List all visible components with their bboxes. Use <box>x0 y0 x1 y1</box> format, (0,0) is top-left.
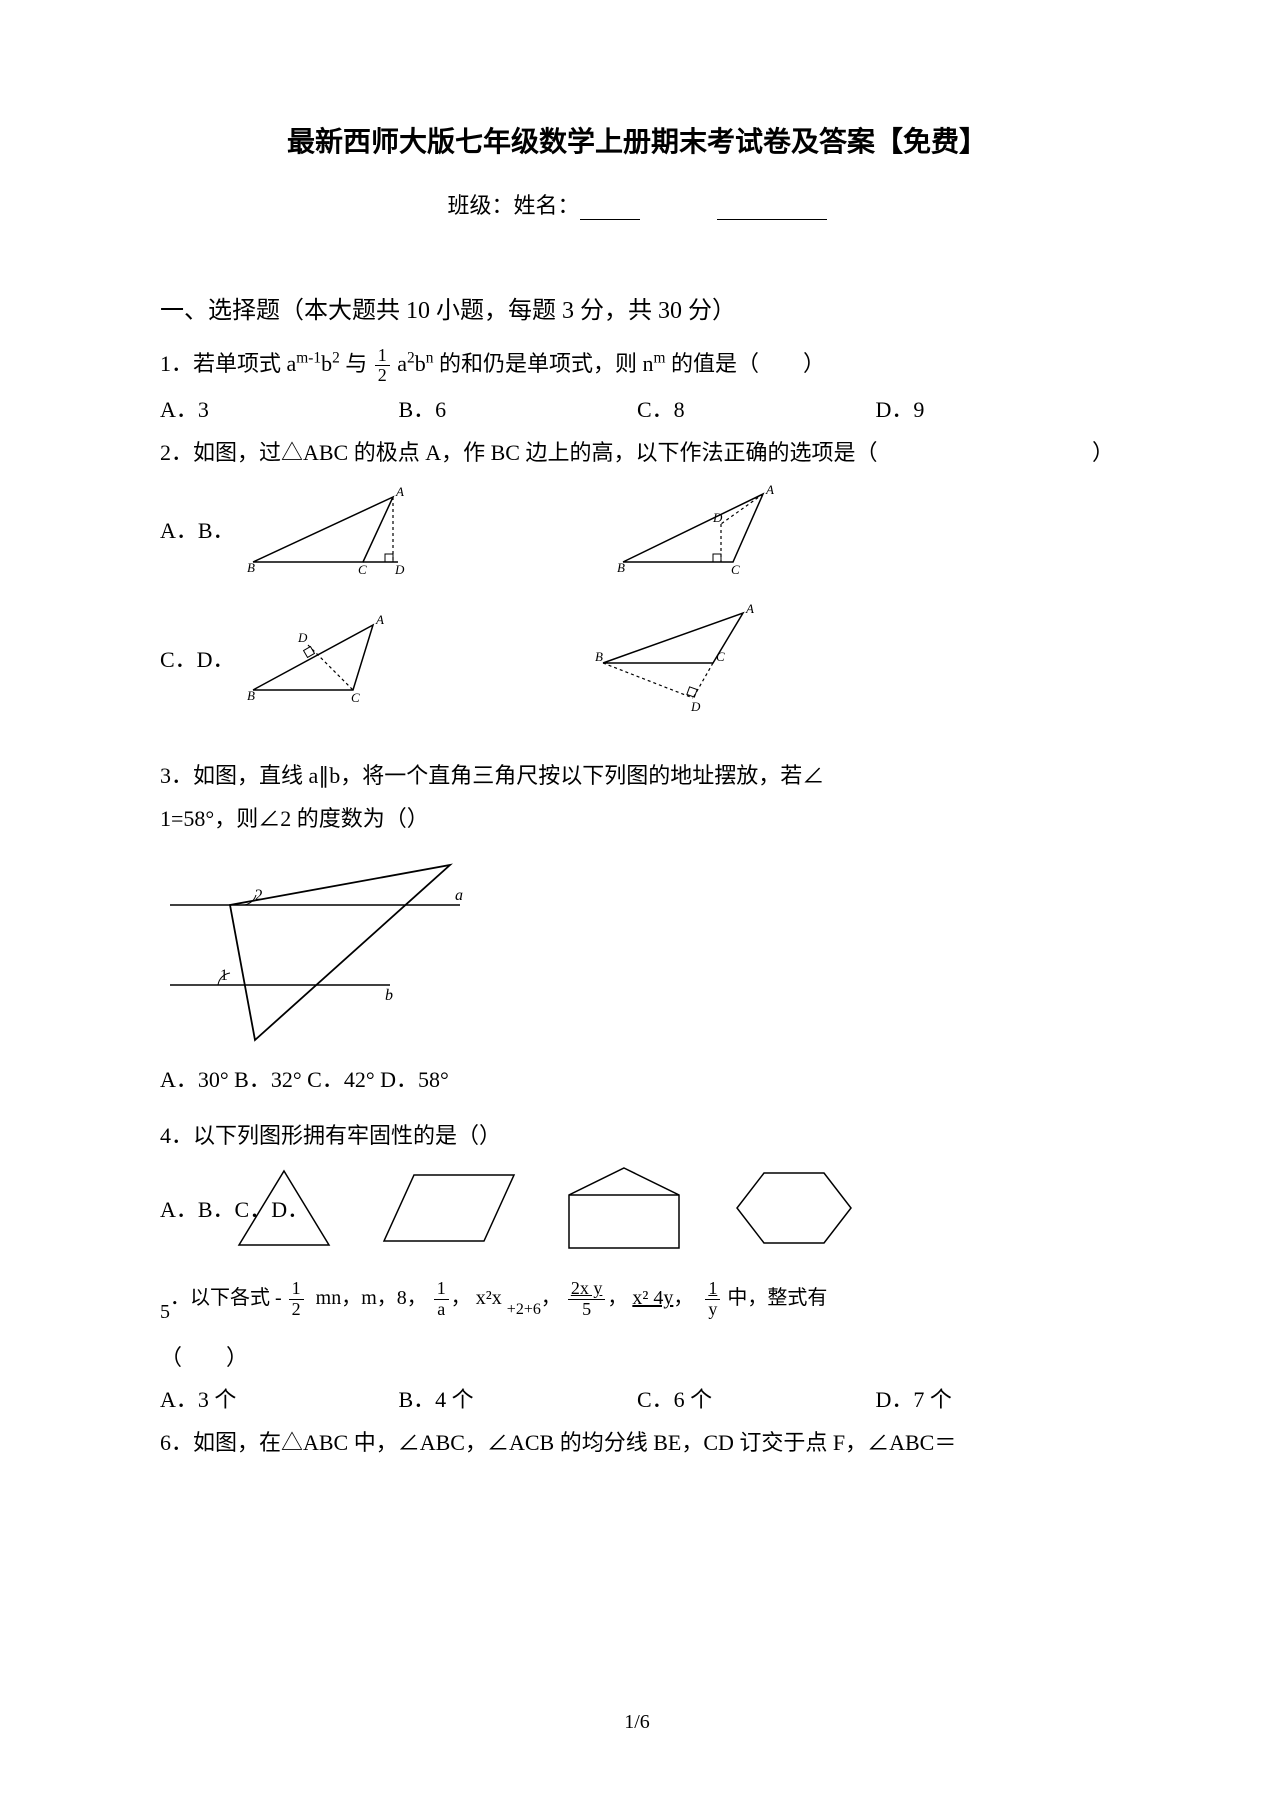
question-3-line1: 3．如图，直线 a∥b，将一个直角三角尺按以下列图的地址摆放，若∠ <box>160 757 1114 794</box>
svg-text:C: C <box>351 690 360 705</box>
question-1: 1．若单项式 am-1b2 与 12 a2bn 的和仍是单项式，则 nm 的值是… <box>160 345 1114 386</box>
shape-hexagon <box>729 1163 859 1253</box>
q3-figure: a b 1 2 <box>160 845 470 1045</box>
svg-text:B: B <box>595 649 603 664</box>
page-number: 1/6 <box>0 1711 1274 1734</box>
q5-opt-d: D．7 个 <box>876 1382 1115 1414</box>
svg-text:C: C <box>731 562 740 577</box>
svg-text:A: A <box>395 484 404 499</box>
triangle-figure-b: A B C D <box>613 482 783 577</box>
q1-opt-c: C．8 <box>637 392 876 424</box>
question-3-options: A．30° B．32° C．42° D．58° <box>160 1061 1114 1098</box>
triangle-figure-c: A B C D <box>243 610 393 705</box>
svg-text:D: D <box>394 562 405 577</box>
page-title: 最新西师大版七年级数学上册期末考试卷及答案【免费】 <box>160 120 1114 160</box>
question-2: 2．如图，过△ABC 的极点 A，作 BC 边上的高，以下作法正确的选项是（ ） <box>160 434 1114 471</box>
q2-row-cd: C．D． A B C D <box>160 603 393 713</box>
q5-opt-b: B．4 个 <box>399 1382 638 1414</box>
svg-text:A: A <box>745 603 754 616</box>
shape-triangle <box>229 1163 339 1253</box>
question-1-options: A．3 B．6 C．8 D．9 <box>160 392 1114 424</box>
svg-text:B: B <box>247 560 255 575</box>
q2-label-ab: A．B． <box>160 513 235 545</box>
form-header: 班级：姓名： <box>160 188 1114 220</box>
svg-text:D: D <box>690 699 701 713</box>
question-5-paren: （ ） <box>160 1339 1114 1376</box>
triangle-figure-d: A B C D <box>593 603 763 713</box>
svg-text:B: B <box>247 688 255 703</box>
svg-text:B: B <box>617 560 625 575</box>
question-5-options: A．3 个 B．4 个 C．6 个 D．7 个 <box>160 1382 1114 1414</box>
svg-text:C: C <box>716 649 725 664</box>
triangle-figure-ab: A B C D <box>243 482 413 577</box>
q4-shapes: A．B．C．D． <box>160 1160 1114 1255</box>
question-6: 6．如图，在△ABC 中，∠ABC，∠ACB 的均分线 BE，CD 订交于点 F… <box>160 1424 1114 1461</box>
q2-label-cd: C．D． <box>160 642 235 674</box>
svg-text:a: a <box>455 887 463 904</box>
q1-opt-b: B．6 <box>399 392 638 424</box>
q1-opt-a: A．3 <box>160 392 399 424</box>
shape-parallelogram <box>379 1163 519 1253</box>
svg-text:C: C <box>358 562 367 577</box>
q1-num: 1 <box>160 351 171 376</box>
class-name-label: 班级：姓名： <box>447 193 579 218</box>
q2-row-ab: A．B． A B C D <box>160 482 413 577</box>
q5-opt-c: C．6 个 <box>637 1382 876 1414</box>
question-4: 4．以下列图形拥有牢固性的是（） <box>160 1117 1114 1154</box>
svg-text:A: A <box>765 482 774 497</box>
svg-text:A: A <box>375 612 384 627</box>
q1-opt-d: D．9 <box>876 392 1115 424</box>
name-blank-2 <box>717 198 827 220</box>
svg-text:D: D <box>297 630 308 645</box>
shape-pentagon-house <box>559 1160 689 1255</box>
section-1-heading: 一、选择题（本大题共 10 小题，每题 3 分，共 30 分） <box>160 290 1114 325</box>
question-5: 5．以下各式 - 12 mn，m，8， 1a， x²x +2+6， 2x y5，… <box>160 1279 1114 1327</box>
question-3-line2: 1=58°，则∠2 的度数为（） <box>160 800 1114 837</box>
svg-text:D: D <box>712 510 723 525</box>
q5-opt-a: A．3 个 <box>160 1382 399 1414</box>
name-blank-1 <box>580 198 640 220</box>
svg-text:b: b <box>385 987 393 1004</box>
